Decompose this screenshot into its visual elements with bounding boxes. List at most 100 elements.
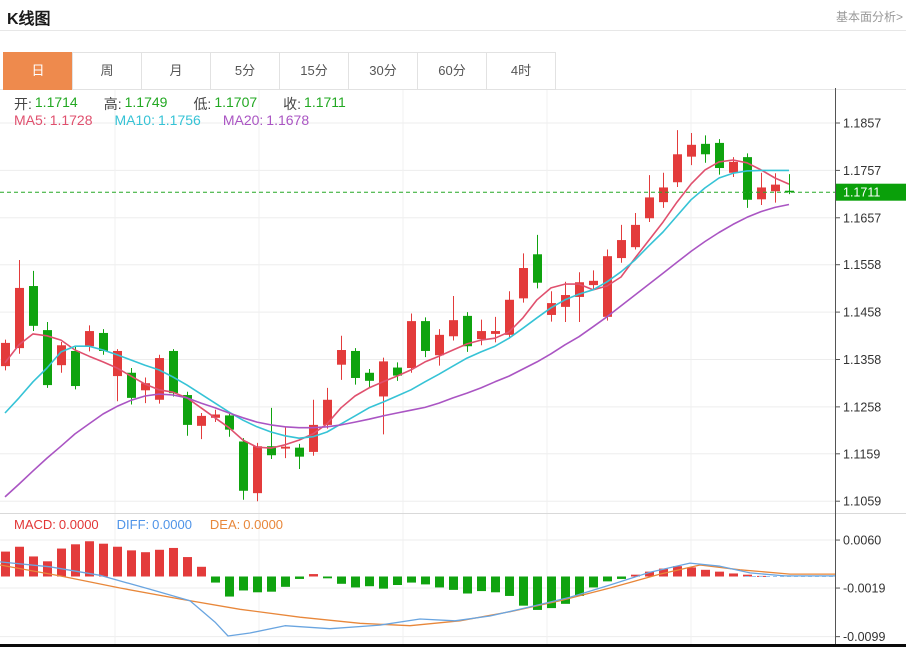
macd-hist-bar [505, 576, 514, 596]
candle-body [701, 143, 710, 155]
candle-body [435, 334, 444, 356]
tab-30分[interactable]: 30分 [348, 52, 418, 90]
candle-body [351, 350, 360, 378]
candle-body [337, 350, 346, 365]
macd-hist-bar [589, 576, 598, 588]
candle-body [155, 358, 164, 400]
candle-body [225, 415, 234, 430]
main-y-axis-label: 1.1159 [843, 447, 880, 461]
main-y-axis-label: 1.1558 [843, 258, 881, 272]
tab-日[interactable]: 日 [3, 52, 73, 90]
main-y-axis-label: 1.1059 [843, 495, 881, 509]
macd-legend: MACD: 0.0000 DIFF: 0.0000 DEA: 0.0000 [14, 517, 283, 532]
macd-hist-bar [183, 557, 192, 577]
macd-hist-bar [463, 576, 472, 594]
main-y-axis-label: 1.1757 [843, 164, 881, 178]
candle-body [673, 154, 682, 183]
macd-hist-bar [267, 576, 276, 592]
fundamental-analysis-link[interactable]: 基本面分析> [835, 10, 903, 24]
macd-hist-bar [99, 543, 108, 577]
macd-hist-bar [421, 576, 430, 585]
legend-item: MA10: 1.1756 [114, 112, 201, 128]
legend-item: 高: 1.1749 [103, 94, 168, 112]
candle-body [197, 415, 206, 426]
ma-line-ma5 [4, 159, 790, 449]
macd-hist-bar [365, 576, 374, 587]
macd-hist-bar [659, 568, 668, 577]
tab-60分[interactable]: 60分 [417, 52, 487, 90]
legend-item: 低: 1.1707 [193, 94, 258, 112]
macd-hist-bar [715, 571, 724, 577]
tab-4时[interactable]: 4时 [486, 52, 556, 90]
ma-legend: MA5: 1.1728 MA10: 1.1756 MA20: 1.1678 [14, 112, 309, 128]
legend-item: MA20: 1.1678 [222, 112, 310, 128]
candle-body [99, 332, 108, 351]
macd-hist-bar [1, 551, 10, 577]
macd-hist-bar [127, 550, 136, 577]
main-y-axis-label: 1.1857 [843, 117, 881, 131]
macd-hist-bar [57, 548, 66, 577]
candle-body [183, 395, 192, 425]
macd-hist-bar [295, 576, 304, 579]
candle-body [141, 383, 150, 391]
macd-hist-bar [169, 547, 178, 577]
legend-item: DEA: 0.0000 [209, 517, 284, 532]
macd-hist-bar [71, 544, 80, 577]
candle-body [323, 399, 332, 425]
ohlc-legend: 开: 1.1714 高: 1.1749 低: 1.1707 收: 1.1711 [14, 94, 346, 114]
candle-body [15, 287, 24, 349]
tab-月[interactable]: 月 [141, 52, 211, 90]
macd-hist-bar [407, 576, 416, 583]
candle-body [561, 295, 570, 307]
macd-hist-bar [211, 576, 220, 583]
candle-body [729, 161, 738, 173]
macd-hist-bar [323, 576, 332, 579]
macd-y-axis-label: -0.0099 [843, 630, 885, 644]
candle-body [379, 361, 388, 397]
legend-item: 开: 1.1714 [14, 94, 78, 112]
macd-hist-bar [337, 576, 346, 584]
macd-hist-bar [603, 576, 612, 582]
bottom-border-bar [0, 644, 906, 647]
ma-line-ma10 [4, 169, 789, 440]
candle-body [449, 320, 458, 337]
main-y-axis-label: 1.1458 [843, 306, 881, 320]
candle-body [127, 372, 136, 398]
candle-body [645, 197, 654, 219]
candle-body [1, 342, 10, 367]
macd-hist-bar [631, 574, 640, 577]
candle-body [281, 446, 290, 449]
macd-hist-bar [141, 552, 150, 577]
current-price-badge [836, 183, 906, 201]
candle-body [519, 268, 528, 299]
candle-body [533, 254, 542, 283]
candle-body [743, 157, 752, 200]
legend-item: 收: 1.1711 [283, 94, 346, 112]
macd-hist-bar [561, 576, 570, 604]
candle-body [211, 414, 220, 418]
candle-body [421, 321, 430, 351]
candle-body [309, 424, 318, 452]
macd-hist-bar [673, 566, 682, 577]
macd-hist-bar [533, 576, 542, 610]
tab-15分[interactable]: 15分 [279, 52, 349, 90]
candle-body [407, 321, 416, 369]
candle-body [295, 447, 304, 457]
macd-hist-bar [617, 576, 626, 579]
candle-body [463, 315, 472, 347]
macd-hist-bar [113, 546, 122, 577]
widget-header: K线图 基本面分析> [0, 0, 906, 30]
candle-body [239, 441, 248, 491]
tab-周[interactable]: 周 [72, 52, 142, 90]
candle-body [505, 299, 514, 335]
legend-item: MACD: 0.0000 [14, 517, 99, 532]
candle-body [71, 350, 80, 387]
timeframe-tabbar: 日周月 5分 15分 30分 60分 4时 [3, 52, 556, 90]
current-price-badge-text: 1.1711 [843, 186, 880, 200]
candle-body [29, 286, 38, 326]
macd-hist-bar [701, 569, 710, 577]
tab-5分[interactable]: 5分 [210, 52, 280, 90]
macd-hist-bar [309, 574, 318, 577]
